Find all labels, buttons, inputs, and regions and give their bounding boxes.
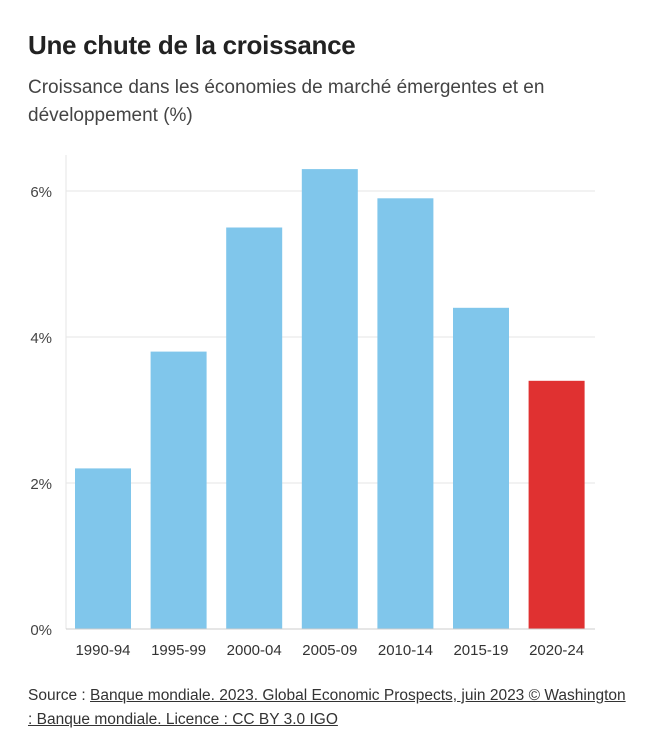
source-prefix: Source : [28,687,91,704]
x-tick-label: 1990-94 [75,642,130,659]
source-link[interactable]: Banque mondiale. 2023. Global Economic P… [28,687,626,728]
y-tick-label: 0% [30,622,52,639]
bar [226,227,283,629]
chart-subtitle: Croissance dans les économies de marché … [28,77,545,126]
y-tick-label: 2% [30,476,52,493]
bar [453,307,509,629]
bar [150,351,207,629]
bar [377,198,434,630]
source-note: Source : Banque mondiale. 2023. Global E… [28,684,628,732]
x-tick-label: 2020-24 [529,642,584,659]
x-tick-label: 2005-09 [302,642,357,659]
chart-title: Une chute de la croissance [28,30,356,60]
bar-chart: 0% 2% 4% 6% 1990-94 1995-99 2000-04 2005-09 2010… [30,155,595,659]
x-tick-label: 2010-14 [378,642,433,659]
bar [301,169,358,629]
y-tick-label: 6% [30,184,52,201]
bar [75,468,131,629]
bar [528,380,585,629]
y-tick-label: 4% [30,330,52,347]
x-tick-label: 1995-99 [151,642,206,659]
x-tick-label: 2000-04 [227,642,282,659]
x-tick-label: 2015-19 [453,642,508,659]
